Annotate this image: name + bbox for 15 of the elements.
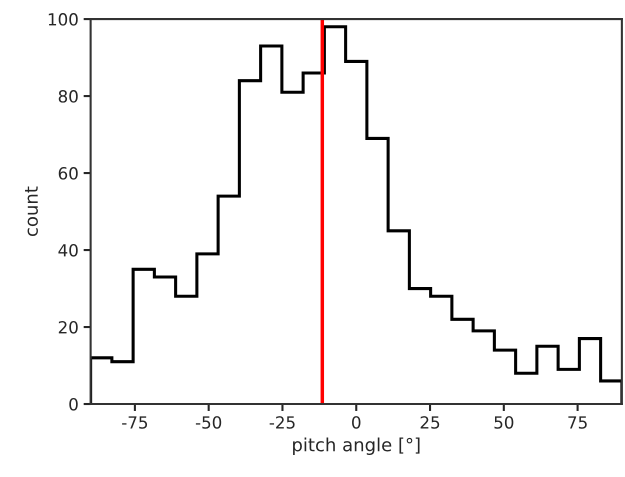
y-tick-label: 80 [58, 90, 78, 103]
x-axis-title: pitch angle [°] [293, 438, 420, 455]
x-tick-label: -50 [196, 416, 222, 429]
x-tick-label: 0 [352, 416, 360, 429]
y-axis-title: count [25, 186, 38, 236]
y-tick-label: 60 [58, 167, 78, 180]
y-tick-label: 0 [69, 398, 78, 411]
x-tick-label: -75 [122, 416, 148, 429]
y-tick-label: 100 [48, 13, 78, 26]
x-tick-label: -25 [270, 416, 295, 429]
x-tick-label: 50 [494, 416, 514, 429]
y-tick-label: 40 [58, 244, 78, 257]
y-tick-label: 20 [58, 320, 78, 334]
x-tick-label: 25 [420, 416, 440, 429]
x-tick-label: 75 [568, 416, 587, 429]
